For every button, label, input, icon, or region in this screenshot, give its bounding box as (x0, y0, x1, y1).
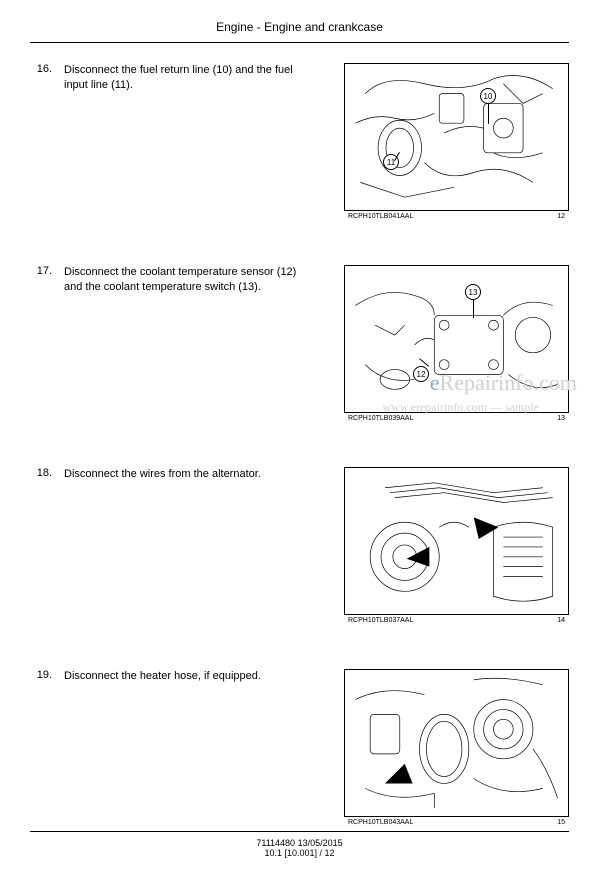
figure-code: RCPH10TLB037AAL (348, 617, 413, 624)
figure-caption: RCPH10TLB043AAL 15 (344, 819, 569, 826)
callout-10: 10 (480, 88, 496, 104)
figure-16: 10 11 (344, 63, 569, 211)
figure-number: 15 (557, 819, 565, 826)
header-rule (30, 42, 569, 43)
callout-line (473, 300, 474, 318)
callout-line (488, 104, 489, 124)
figure-18 (344, 467, 569, 615)
figure-wrap: RCPH10TLB037AAL 14 (311, 467, 569, 624)
engine-line-drawing (345, 266, 568, 412)
callout-12: 12 (413, 366, 429, 382)
arrow-icon (474, 517, 499, 539)
page-footer: 71114480 13/05/2015 10.1 [10.001] / 12 (0, 831, 599, 858)
step-text: Disconnect the coolant temperature senso… (64, 265, 299, 296)
footer-docnum: 71114480 13/05/2015 (0, 838, 599, 848)
step-row: 19. Disconnect the heater hose, if equip… (30, 669, 569, 826)
step-text: Disconnect the wires from the alternator… (64, 467, 299, 482)
figure-caption: RCPH10TLB037AAL 14 (344, 617, 569, 624)
callout-13: 13 (465, 284, 481, 300)
figure-17: 13 12 (344, 265, 569, 413)
page-title: Engine - Engine and crankcase (30, 20, 569, 34)
figure-wrap: RCPH10TLB043AAL 15 (311, 669, 569, 826)
figure-19 (344, 669, 569, 817)
figure-number: 12 (557, 213, 565, 220)
step-number: 16. (30, 63, 52, 75)
figure-code: RCPH10TLB039AAL (348, 415, 413, 422)
footer-rule (30, 831, 569, 832)
footer-pagenum: 10.1 [10.001] / 12 (0, 848, 599, 858)
step-number: 17. (30, 265, 52, 277)
figure-caption: RCPH10TLB041AAL 12 (344, 213, 569, 220)
step-row: 16. Disconnect the fuel return line (10)… (30, 63, 569, 220)
step-text: Disconnect the fuel return line (10) and… (64, 63, 299, 94)
step-number: 19. (30, 669, 52, 681)
figure-wrap: 13 12 RCPH10TLB039AAL 13 (311, 265, 569, 422)
step-row: 17. Disconnect the coolant temperature s… (30, 265, 569, 422)
arrow-icon (385, 764, 413, 784)
figure-wrap: 10 11 RCPH10TLB041AAL 12 (311, 63, 569, 220)
figure-code: RCPH10TLB043AAL (348, 819, 413, 826)
page-root: Engine - Engine and crankcase 16. Discon… (0, 0, 599, 873)
figure-code: RCPH10TLB041AAL (348, 213, 413, 220)
engine-line-drawing (345, 468, 568, 614)
figure-number: 13 (557, 415, 565, 422)
engine-line-drawing (345, 670, 568, 816)
figure-caption: RCPH10TLB039AAL 13 (344, 415, 569, 422)
step-row: 18. Disconnect the wires from the altern… (30, 467, 569, 624)
arrow-icon (407, 547, 430, 567)
figure-number: 14 (557, 617, 565, 624)
step-number: 18. (30, 467, 52, 479)
engine-line-drawing (345, 64, 568, 210)
step-text: Disconnect the heater hose, if equipped. (64, 669, 299, 684)
